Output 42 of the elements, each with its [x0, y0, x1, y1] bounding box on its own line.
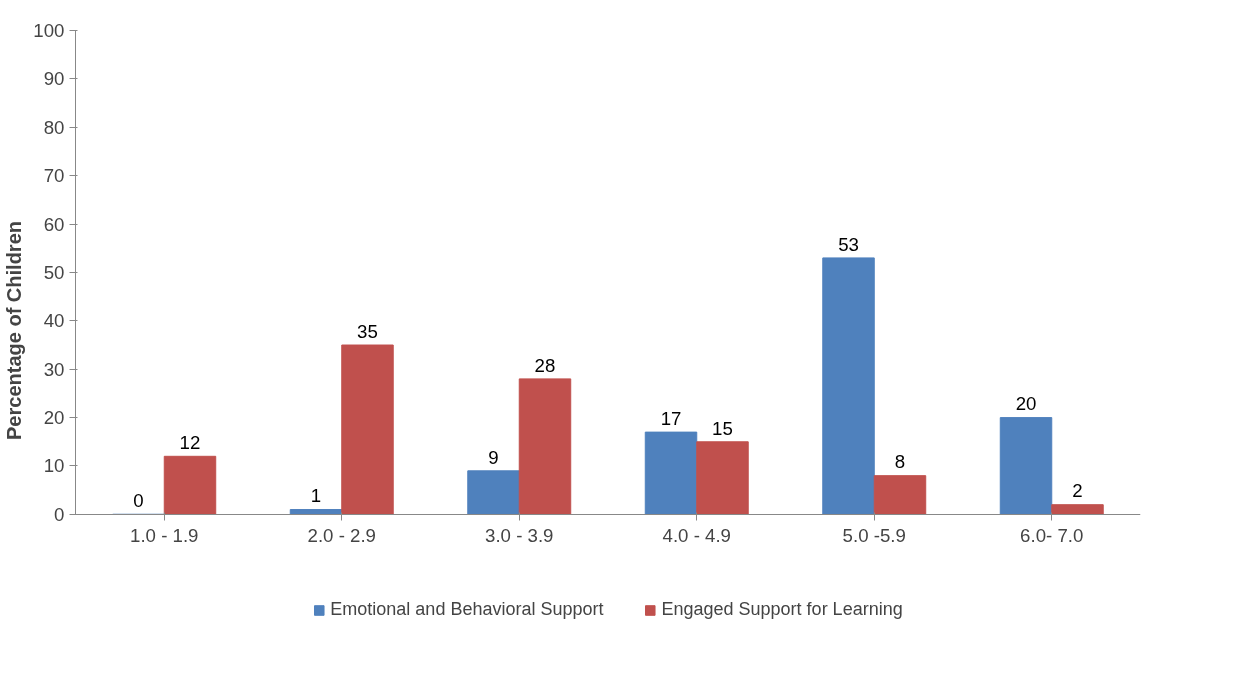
- x-tick-label: 2.0 - 2.9: [307, 525, 376, 547]
- bar: [873, 475, 927, 515]
- data-label: 0: [133, 490, 144, 512]
- data-label: 2: [1072, 480, 1083, 502]
- bar: [467, 470, 520, 515]
- x-tick-label: 5.0 -5.9: [842, 525, 906, 547]
- y-tick-label: 20: [43, 407, 65, 429]
- data-label: 17: [660, 407, 682, 429]
- bar: [696, 441, 749, 515]
- data-label: 1: [310, 485, 322, 507]
- bar: [518, 378, 572, 515]
- y-tick-label: 70: [43, 165, 65, 187]
- y-tick-label: 0: [54, 503, 65, 525]
- y-tick-label: 40: [43, 310, 65, 332]
- x-tick-label: 6.0- 7.0: [1020, 525, 1084, 547]
- data-label: 53: [838, 233, 859, 255]
- data-label: 8: [894, 451, 906, 473]
- y-tick-label: 10: [43, 455, 65, 477]
- y-tick-label: 50: [43, 261, 65, 283]
- bar: [644, 431, 698, 515]
- bar: [341, 344, 394, 515]
- x-tick-label: 4.0 - 4.9: [662, 525, 731, 547]
- y-tick-label: 80: [43, 116, 65, 138]
- y-tick-label: 60: [43, 213, 65, 235]
- y-tick-label: 90: [43, 68, 65, 90]
- data-label: 12: [179, 432, 201, 454]
- legend-label: Emotional and Behavioral Support: [330, 599, 604, 620]
- y-axis-title: Percentage of Children: [3, 221, 26, 440]
- x-tick-label: 1.0 - 1.9: [130, 525, 199, 547]
- data-label: 20: [1015, 393, 1037, 415]
- data-label: 9: [488, 446, 499, 468]
- bar: [163, 455, 217, 515]
- x-tick-label: 3.0 - 3.9: [485, 525, 554, 547]
- legend-label: Engaged Support for Learning: [661, 599, 903, 620]
- data-label: 28: [534, 354, 556, 376]
- data-label: 15: [712, 417, 733, 439]
- y-tick-label: 30: [43, 358, 65, 380]
- bar: [1051, 504, 1104, 515]
- bar: [822, 257, 875, 515]
- y-tick-label: 100: [33, 20, 65, 41]
- bar: [999, 417, 1053, 515]
- data-label: 35: [357, 320, 378, 342]
